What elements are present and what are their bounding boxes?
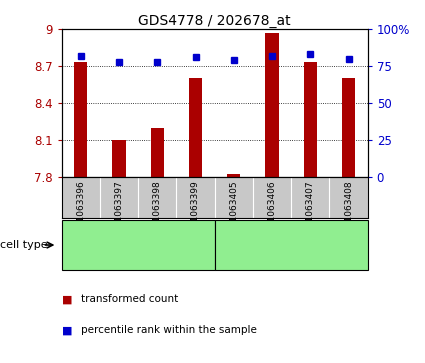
- Title: GDS4778 / 202678_at: GDS4778 / 202678_at: [138, 14, 291, 28]
- Text: ■: ■: [62, 294, 72, 305]
- Text: ■: ■: [62, 325, 72, 335]
- Text: cell type: cell type: [0, 240, 48, 250]
- Text: GSM1063408: GSM1063408: [344, 180, 353, 241]
- Text: GSM1063396: GSM1063396: [76, 180, 85, 241]
- Bar: [74, 62, 88, 178]
- Bar: [303, 62, 317, 178]
- Text: GSM1063399: GSM1063399: [191, 180, 200, 241]
- Bar: [265, 33, 279, 178]
- Bar: [112, 140, 126, 178]
- Bar: [227, 174, 241, 178]
- Bar: [150, 128, 164, 178]
- Text: GSM1063398: GSM1063398: [153, 180, 162, 241]
- Bar: [342, 78, 355, 178]
- Text: GSM1063397: GSM1063397: [114, 180, 124, 241]
- Bar: [189, 78, 202, 178]
- Text: percentile rank within the sample: percentile rank within the sample: [81, 325, 257, 335]
- Text: GSM1063406: GSM1063406: [267, 180, 277, 241]
- Text: GSM1063407: GSM1063407: [306, 180, 315, 241]
- Text: GSM1063405: GSM1063405: [229, 180, 238, 241]
- Text: transformed count: transformed count: [81, 294, 178, 305]
- Text: umbilical vein endothelial: umbilical vein endothelial: [224, 240, 358, 250]
- Text: umbilical artery endothelial: umbilical artery endothelial: [66, 240, 210, 250]
